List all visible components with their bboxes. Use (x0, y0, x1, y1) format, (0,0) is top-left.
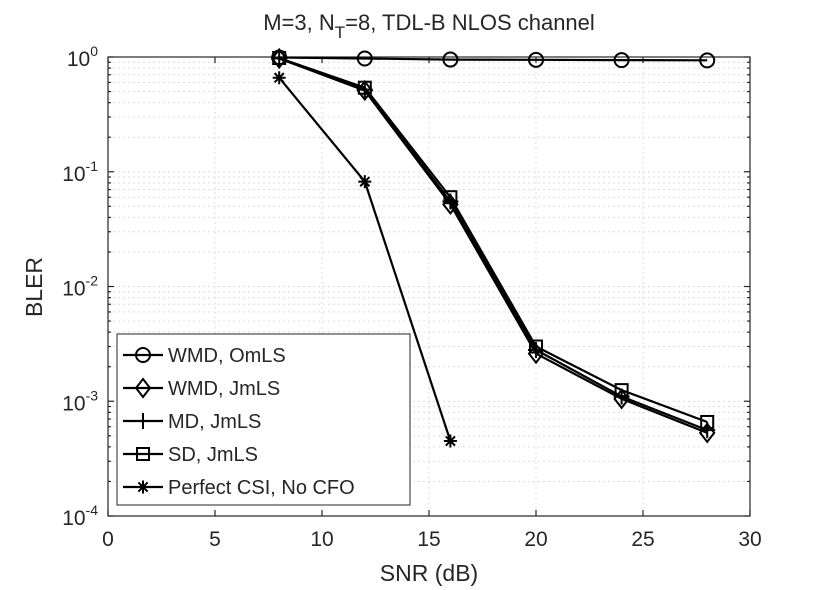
y-tick-label: 10-2 (62, 273, 98, 301)
series-line (278, 56, 708, 424)
chart-title: M=3, NT=8, TDL-B NLOS channel (263, 10, 595, 42)
series-line (279, 56, 708, 62)
data-point-square (357, 80, 372, 95)
legend-label: WMD, OmLS (168, 345, 286, 367)
x-axis-label: SNR (dB) (380, 560, 478, 586)
title-subscript: T (335, 23, 345, 42)
series-4 (272, 71, 457, 448)
data-point-circle (699, 52, 716, 69)
series-line (278, 57, 708, 432)
data-point-circle (613, 52, 630, 69)
y-tick-labels: 100 10-1 10-2 10-3 10-4 (62, 43, 98, 530)
y-tick-label: 100 (67, 43, 98, 71)
legend-item: Perfect CSI, No CFO (123, 477, 355, 499)
legend-item: WMD, OmLS (123, 345, 286, 367)
data-point-circle (135, 347, 151, 363)
x-tick-labels: 0 5 10 15 20 25 30 (102, 528, 762, 551)
data-point-diamond (134, 377, 152, 399)
series-group (270, 47, 716, 448)
data-point-square (136, 447, 150, 461)
grid (108, 57, 750, 516)
x-tick-label: 10 (310, 528, 333, 551)
data-point-square (700, 414, 715, 429)
series-0 (271, 49, 716, 69)
y-axis-label: BLER (21, 257, 47, 317)
data-point-asterisk (136, 480, 150, 494)
data-point-square (443, 190, 458, 205)
data-point-square (529, 339, 543, 354)
x-tick-label: 5 (209, 528, 221, 551)
x-tick-label: 15 (417, 528, 440, 551)
legend-item: WMD, JmLS (123, 377, 280, 400)
y-tick-label: 10-3 (62, 387, 98, 415)
data-point-diamond (270, 47, 288, 70)
legend-label: Perfect CSI, No CFO (168, 477, 355, 499)
legend-label: MD, JmLS (168, 411, 261, 433)
data-point-plus (699, 422, 716, 439)
y-tick-label: 10-4 (62, 502, 98, 530)
data-point-asterisk (443, 434, 457, 448)
legend-item: SD, JmLS (123, 444, 258, 466)
title-part-b: =8, TDL-B NLOS channel (345, 10, 595, 35)
data-point-asterisk (272, 71, 286, 85)
x-tick-label: 0 (102, 528, 114, 551)
legend-label: WMD, JmLS (168, 378, 280, 400)
data-point-circle (528, 51, 544, 68)
series-3 (272, 51, 715, 429)
x-tick-label: 30 (738, 528, 761, 551)
x-tick-label: 25 (631, 528, 654, 551)
legend: WMD, OmLS WMD, JmLS MD, JmLS SD, JmLS Perfec… (116, 333, 411, 506)
data-point-asterisk (358, 175, 372, 189)
data-point-circle (356, 50, 373, 67)
y-tick-label: 10-1 (62, 158, 98, 186)
legend-item: MD, JmLS (123, 411, 261, 433)
legend-box (116, 333, 411, 506)
x-tick-label: 20 (524, 528, 547, 551)
data-point-square (614, 383, 629, 398)
data-point-circle (442, 51, 459, 68)
axis-ticks (107, 56, 751, 517)
data-point-plus (135, 413, 151, 429)
title-part-a: M=3, N (263, 10, 335, 35)
data-point-square (272, 51, 287, 66)
legend-label: SD, JmLS (168, 444, 258, 466)
